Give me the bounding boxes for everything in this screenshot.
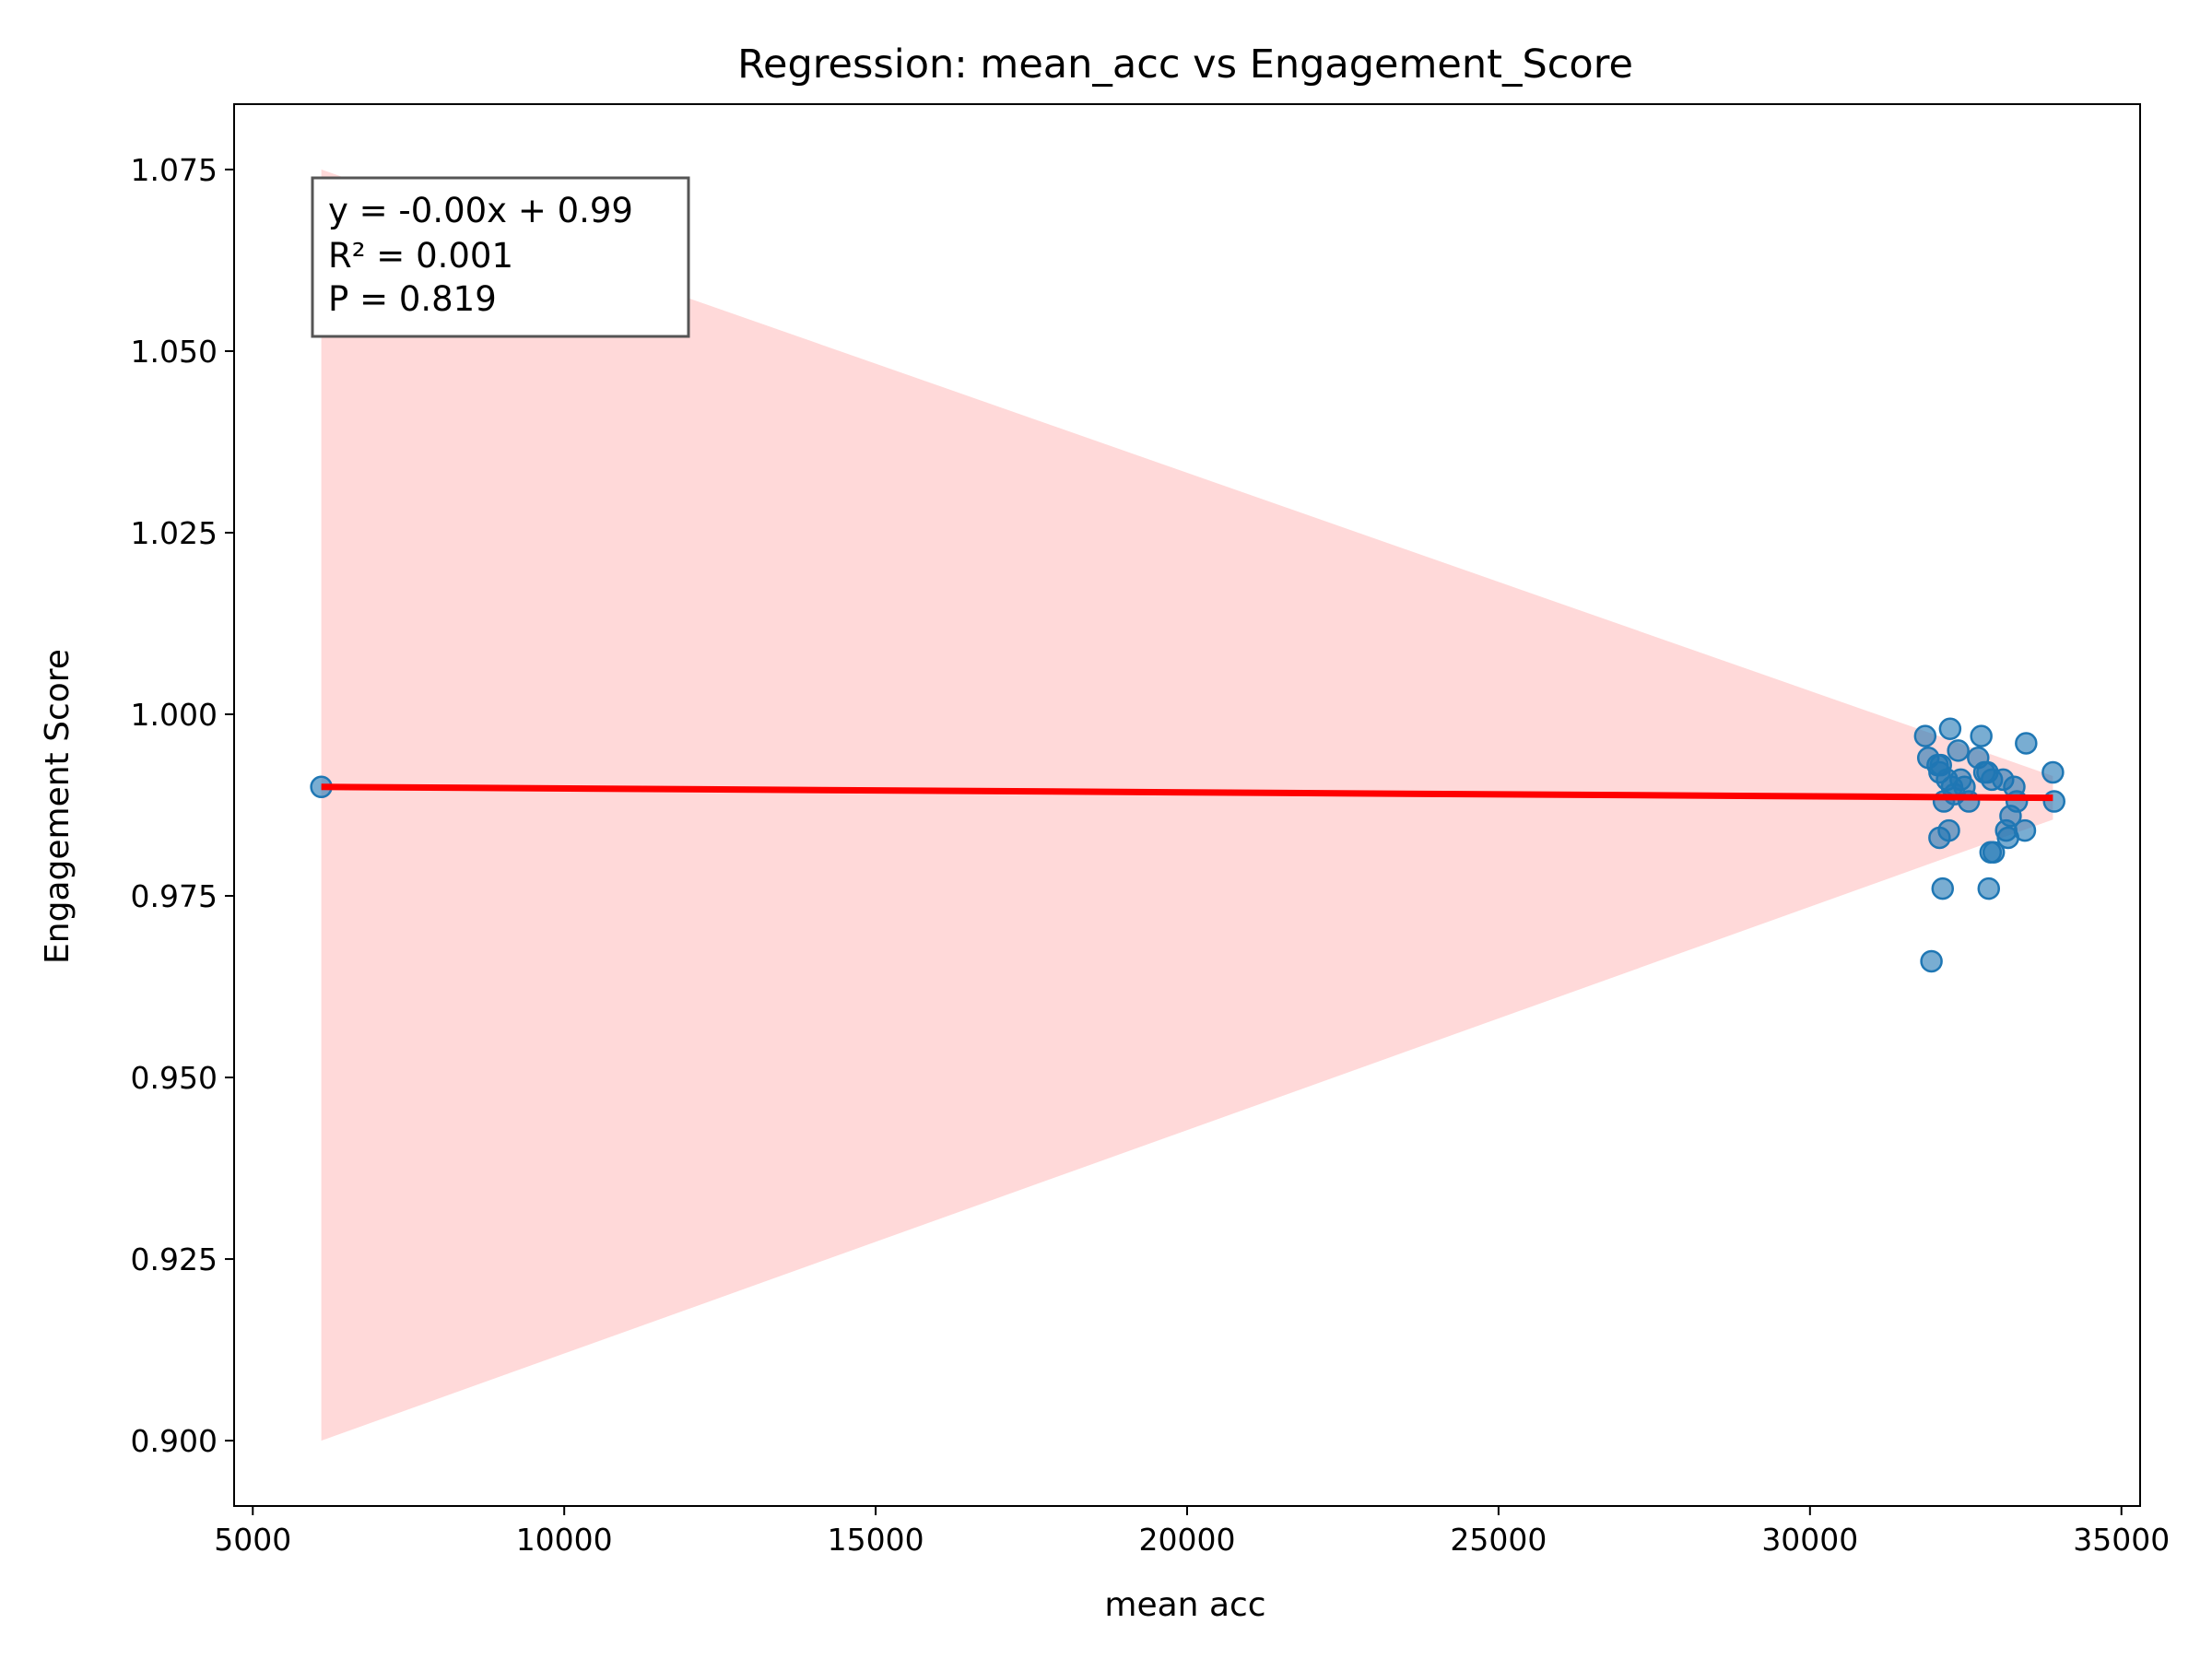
data-point bbox=[1931, 877, 1955, 900]
data-point bbox=[2041, 760, 2065, 784]
stats-equation: y = -0.00x + 0.99 bbox=[328, 191, 633, 230]
plot-area bbox=[310, 169, 2065, 1441]
y-tick-label: 1.075 bbox=[131, 152, 218, 188]
stats-p-value: P = 0.819 bbox=[328, 279, 497, 319]
y-tick-label: 1.050 bbox=[131, 334, 218, 370]
confidence-band bbox=[321, 169, 2053, 1441]
y-tick-label: 0.925 bbox=[131, 1241, 218, 1277]
data-point bbox=[1913, 724, 1937, 747]
x-tick-label: 15000 bbox=[828, 1522, 924, 1558]
x-axis-label: mean acc bbox=[1104, 1586, 1265, 1624]
y-axis-label: Engagement Score bbox=[39, 649, 76, 964]
regression-line bbox=[321, 783, 2053, 802]
data-point bbox=[1920, 949, 1943, 973]
stats-annotation: y = -0.00x + 0.99 R² = 0.001 P = 0.819 bbox=[311, 176, 690, 338]
y-tick-label: 0.975 bbox=[131, 878, 218, 914]
data-point bbox=[1938, 717, 1962, 741]
data-point bbox=[2042, 790, 2065, 813]
data-point bbox=[1947, 739, 1970, 762]
data-point bbox=[2013, 818, 2037, 842]
x-tick-label: 5000 bbox=[214, 1522, 291, 1558]
x-tick-label: 30000 bbox=[1761, 1522, 1858, 1558]
x-tick-label: 20000 bbox=[1139, 1522, 1236, 1558]
chart-title: Regression: mean_acc vs Engagement_Score bbox=[737, 41, 1633, 88]
y-tick-label: 0.950 bbox=[131, 1060, 218, 1096]
data-point bbox=[1937, 818, 1960, 842]
data-point bbox=[2015, 732, 2038, 755]
y-tick-label: 0.900 bbox=[131, 1423, 218, 1459]
y-axis: 0.900 0.925 0.950 0.975 1.000 1.025 1.050 1.075 bbox=[131, 152, 234, 1459]
x-tick-label: 25000 bbox=[1450, 1522, 1547, 1558]
stats-annotation-box bbox=[311, 176, 690, 338]
data-point bbox=[1970, 724, 1993, 747]
x-tick-label: 10000 bbox=[516, 1522, 613, 1558]
y-tick-label: 1.000 bbox=[131, 697, 218, 733]
data-point bbox=[1977, 877, 2001, 900]
x-tick-label: 35000 bbox=[2073, 1522, 2170, 1558]
y-tick-label: 1.025 bbox=[131, 515, 218, 551]
data-point bbox=[1982, 841, 2006, 864]
stats-r-squared: R² = 0.001 bbox=[328, 236, 513, 276]
x-axis: 5000 10000 15000 20000 25000 30000 35000 bbox=[214, 1506, 2170, 1558]
